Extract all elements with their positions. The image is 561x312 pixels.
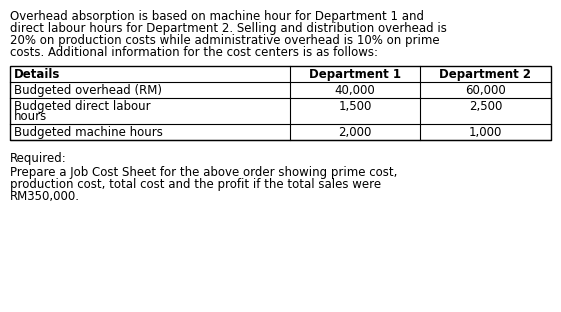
Text: 40,000: 40,000 — [334, 84, 375, 97]
Text: 60,000: 60,000 — [465, 84, 506, 97]
Text: Details: Details — [14, 68, 61, 81]
Text: 2,500: 2,500 — [469, 100, 502, 113]
Text: Department 1: Department 1 — [309, 68, 401, 81]
Text: 2,000: 2,000 — [338, 126, 372, 139]
Text: costs. Additional information for the cost centers is as follows:: costs. Additional information for the co… — [10, 46, 378, 59]
Text: Prepare a Job Cost Sheet for the above order showing prime cost,: Prepare a Job Cost Sheet for the above o… — [10, 166, 397, 179]
Text: Overhead absorption is based on machine hour for Department 1 and: Overhead absorption is based on machine … — [10, 10, 424, 23]
Text: Department 2: Department 2 — [439, 68, 531, 81]
Text: 20% on production costs while administrative overhead is 10% on prime: 20% on production costs while administra… — [10, 34, 440, 47]
Text: Budgeted overhead (RM): Budgeted overhead (RM) — [14, 84, 162, 97]
Text: production cost, total cost and the profit if the total sales were: production cost, total cost and the prof… — [10, 178, 381, 191]
Text: hours: hours — [14, 110, 47, 123]
Text: Budgeted direct labour: Budgeted direct labour — [14, 100, 150, 113]
Text: Budgeted machine hours: Budgeted machine hours — [14, 126, 163, 139]
Text: Required:: Required: — [10, 152, 67, 165]
Bar — [10, 66, 551, 140]
Text: RM350,000.: RM350,000. — [10, 190, 80, 203]
Text: 1,500: 1,500 — [338, 100, 372, 113]
Text: 1,000: 1,000 — [469, 126, 502, 139]
Text: direct labour hours for Department 2. Selling and distribution overhead is: direct labour hours for Department 2. Se… — [10, 22, 447, 35]
